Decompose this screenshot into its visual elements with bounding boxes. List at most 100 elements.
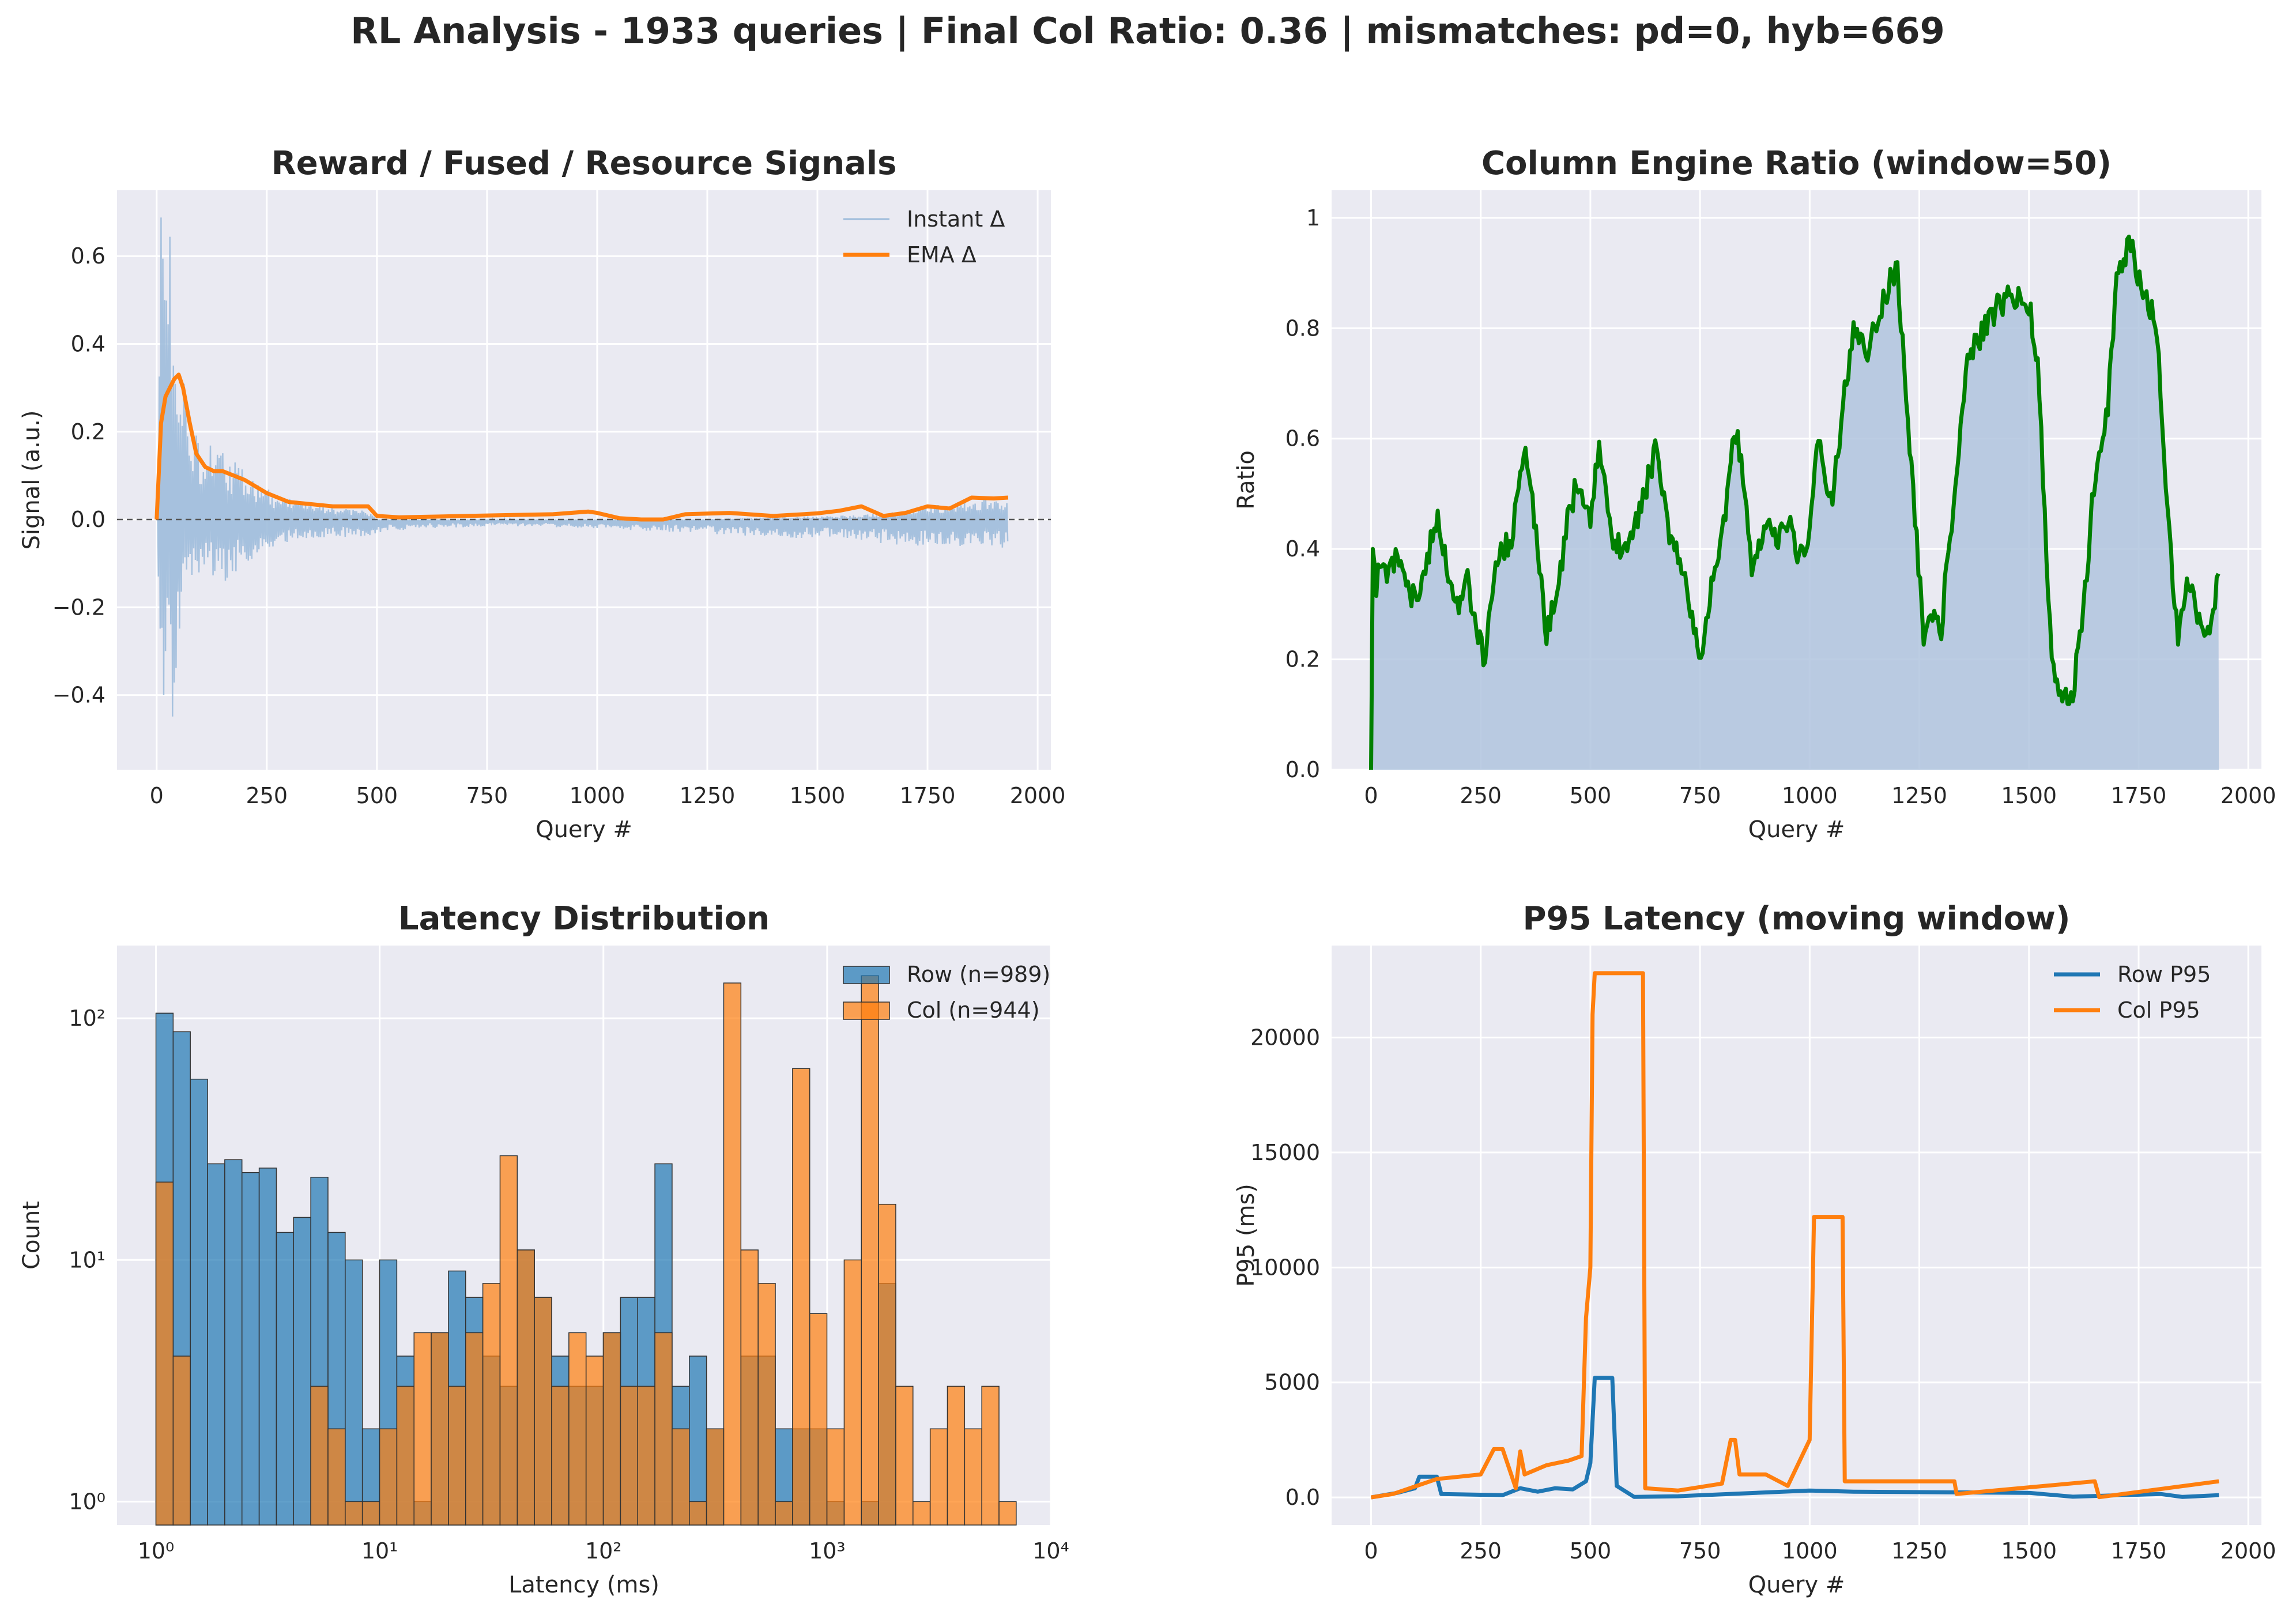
latency_hist-title: Latency Distribution (398, 900, 770, 937)
latency_hist-ytick-label: 10¹ (69, 1247, 105, 1272)
reward-ytick-label: 0.4 (71, 331, 105, 356)
column_ratio-xtick-label: 0 (1364, 783, 1378, 808)
latency-legend-swatch (843, 1001, 890, 1020)
latency_hist-xtick-label: 10³ (809, 1538, 846, 1564)
column_ratio-title: Column Engine Ratio (window=50) (1481, 145, 2112, 182)
p95-xtick-label: 2000 (2220, 1538, 2276, 1564)
col-latency-bar (361, 1501, 380, 1526)
col-latency-bar (706, 1428, 725, 1526)
p95-xtick-label: 500 (1570, 1538, 1612, 1564)
col-latency-bar (843, 1259, 862, 1526)
p95-xtick-label: 750 (1679, 1538, 1721, 1564)
p95-legend: Row P95 Col P95 (2054, 962, 2211, 1023)
col-latency-bar (981, 1385, 1000, 1526)
col-latency-bar (534, 1297, 552, 1526)
latency_hist-ylabel: Count (18, 1201, 45, 1270)
reward-title: Reward / Fused / Resource Signals (272, 145, 897, 182)
reward-legend-label: EMA Δ (907, 242, 977, 268)
reward-xtick-label: 1000 (570, 783, 625, 808)
reward-ytick-label: 0.2 (71, 419, 105, 445)
row-latency-bar (207, 1163, 225, 1526)
col-latency-bar (310, 1385, 329, 1526)
column_ratio-xtick-label: 1750 (2111, 783, 2167, 808)
column_ratio-ytick-label: 1 (1306, 205, 1320, 231)
p95-ytick-label: 10000 (1250, 1255, 1320, 1280)
latency_hist-xlabel: Latency (ms) (508, 1572, 659, 1598)
column-ratio-panel: 0 250 500 750 1000 1250 1500 1750 2000 0.0 0.2 0.4 0… (1233, 145, 2276, 843)
p95-ytick-label: 5000 (1264, 1370, 1320, 1395)
reward-legend: Instant Δ EMA Δ (843, 206, 1005, 268)
p95-ytick-label: 0.0 (1285, 1485, 1320, 1510)
latency_hist-xtick-label: 10¹ (361, 1538, 398, 1564)
p95-xtick-label: 1000 (1782, 1538, 1838, 1564)
row-latency-bar (276, 1232, 295, 1526)
col-latency-bar (568, 1332, 587, 1526)
col-latency-bar (448, 1385, 466, 1526)
column_ratio-xtick-label: 1250 (1891, 783, 1947, 808)
col-latency-bar (672, 1428, 690, 1526)
row-p95-line (1370, 1376, 2219, 1500)
reward-xlabel: Query # (536, 816, 632, 843)
reward-xtick-label: 1500 (790, 783, 846, 808)
row-latency-bar (241, 1172, 260, 1526)
row-latency-bar (345, 1259, 363, 1526)
latency-legend-label: Col (n=944) (907, 997, 1040, 1023)
col-latency-bar (740, 1249, 759, 1526)
reward-ema-delta-line (154, 372, 1009, 522)
col-latency-bar (861, 975, 879, 1526)
col-latency-bar (723, 982, 742, 1526)
p95-xtick-label: 1250 (1891, 1538, 1947, 1564)
col-latency-bar (345, 1501, 363, 1526)
reward-ytick-label: −0.2 (52, 594, 105, 620)
col-latency-bar (413, 1332, 432, 1526)
col-latency-bar (499, 1155, 518, 1526)
latency_hist-xtick-label: 10⁴ (1032, 1538, 1069, 1564)
reward-xtick-label: 1750 (900, 783, 956, 808)
column_ratio-ytick-label: 0.6 (1285, 426, 1320, 451)
reward-ytick-label: 0.6 (71, 243, 105, 269)
column_ratio-xtick-label: 250 (1460, 783, 1502, 808)
col-latency-bar (379, 1428, 398, 1526)
reward-xtick-label: 750 (466, 783, 508, 808)
p95-xtick-label: 1750 (2111, 1538, 2167, 1564)
latency_hist-xtick-label: 10² (585, 1538, 622, 1564)
row-latency-bar (224, 1159, 243, 1526)
col-latency-bar (482, 1283, 501, 1526)
col-latency-bar (155, 1181, 174, 1526)
col-latency-bar (585, 1356, 604, 1526)
latency_hist-xtick-label: 10⁰ (138, 1538, 175, 1564)
col-latency-bar (431, 1332, 449, 1526)
col-p95-line (1370, 971, 2219, 1500)
col-latency-bar (327, 1428, 346, 1526)
figure-suptitle: RL Analysis - 1933 queries | Final Col R… (350, 10, 1945, 52)
reward-xtick-label: 0 (150, 783, 164, 808)
col-latency-bar (947, 1385, 966, 1526)
column_ratio-xtick-label: 500 (1570, 783, 1612, 808)
latency-legend-label: Row (n=989) (907, 962, 1050, 987)
latency-distribution-panel: 10⁰ 10¹ 10² 10³ 10⁴ 10⁰ 10¹ 10² Latency Distribu… (18, 900, 1069, 1598)
column_ratio-xtick-label: 2000 (2220, 783, 2276, 808)
column_ratio-ytick-label: 0.2 (1285, 647, 1320, 672)
reward-xtick-label: 1250 (680, 783, 736, 808)
row-latency-bar (293, 1217, 311, 1526)
column_ratio-xtick-label: 750 (1679, 783, 1721, 808)
col-latency-bar (654, 1332, 673, 1526)
col-latency-bar (551, 1385, 570, 1526)
reward-plot-area (117, 190, 1051, 770)
col-latency-bar (172, 1356, 191, 1526)
reward-ylabel: Signal (a.u.) (18, 410, 45, 549)
reward-xtick-label: 500 (356, 783, 398, 808)
column_ratio-xtick-label: 1000 (1782, 783, 1838, 808)
col-latency-bar (689, 1501, 707, 1526)
row-latency-bar (258, 1168, 277, 1526)
latency-bars (155, 975, 1017, 1526)
p95-latency-panel: 0 250 500 750 1000 1250 1500 1750 2000 0.0 5000 100… (1233, 900, 2276, 1598)
p95-legend-label: Col P95 (2117, 997, 2200, 1023)
column_ratio-ytick-label: 0.8 (1285, 315, 1320, 341)
reward-xtick-label: 2000 (1010, 783, 1066, 808)
latency-legend-swatch (843, 966, 890, 984)
col-latency-bar (929, 1428, 948, 1526)
col-latency-bar (998, 1501, 1017, 1526)
col-latency-bar (964, 1428, 982, 1526)
row-latency-bar (689, 1356, 707, 1526)
